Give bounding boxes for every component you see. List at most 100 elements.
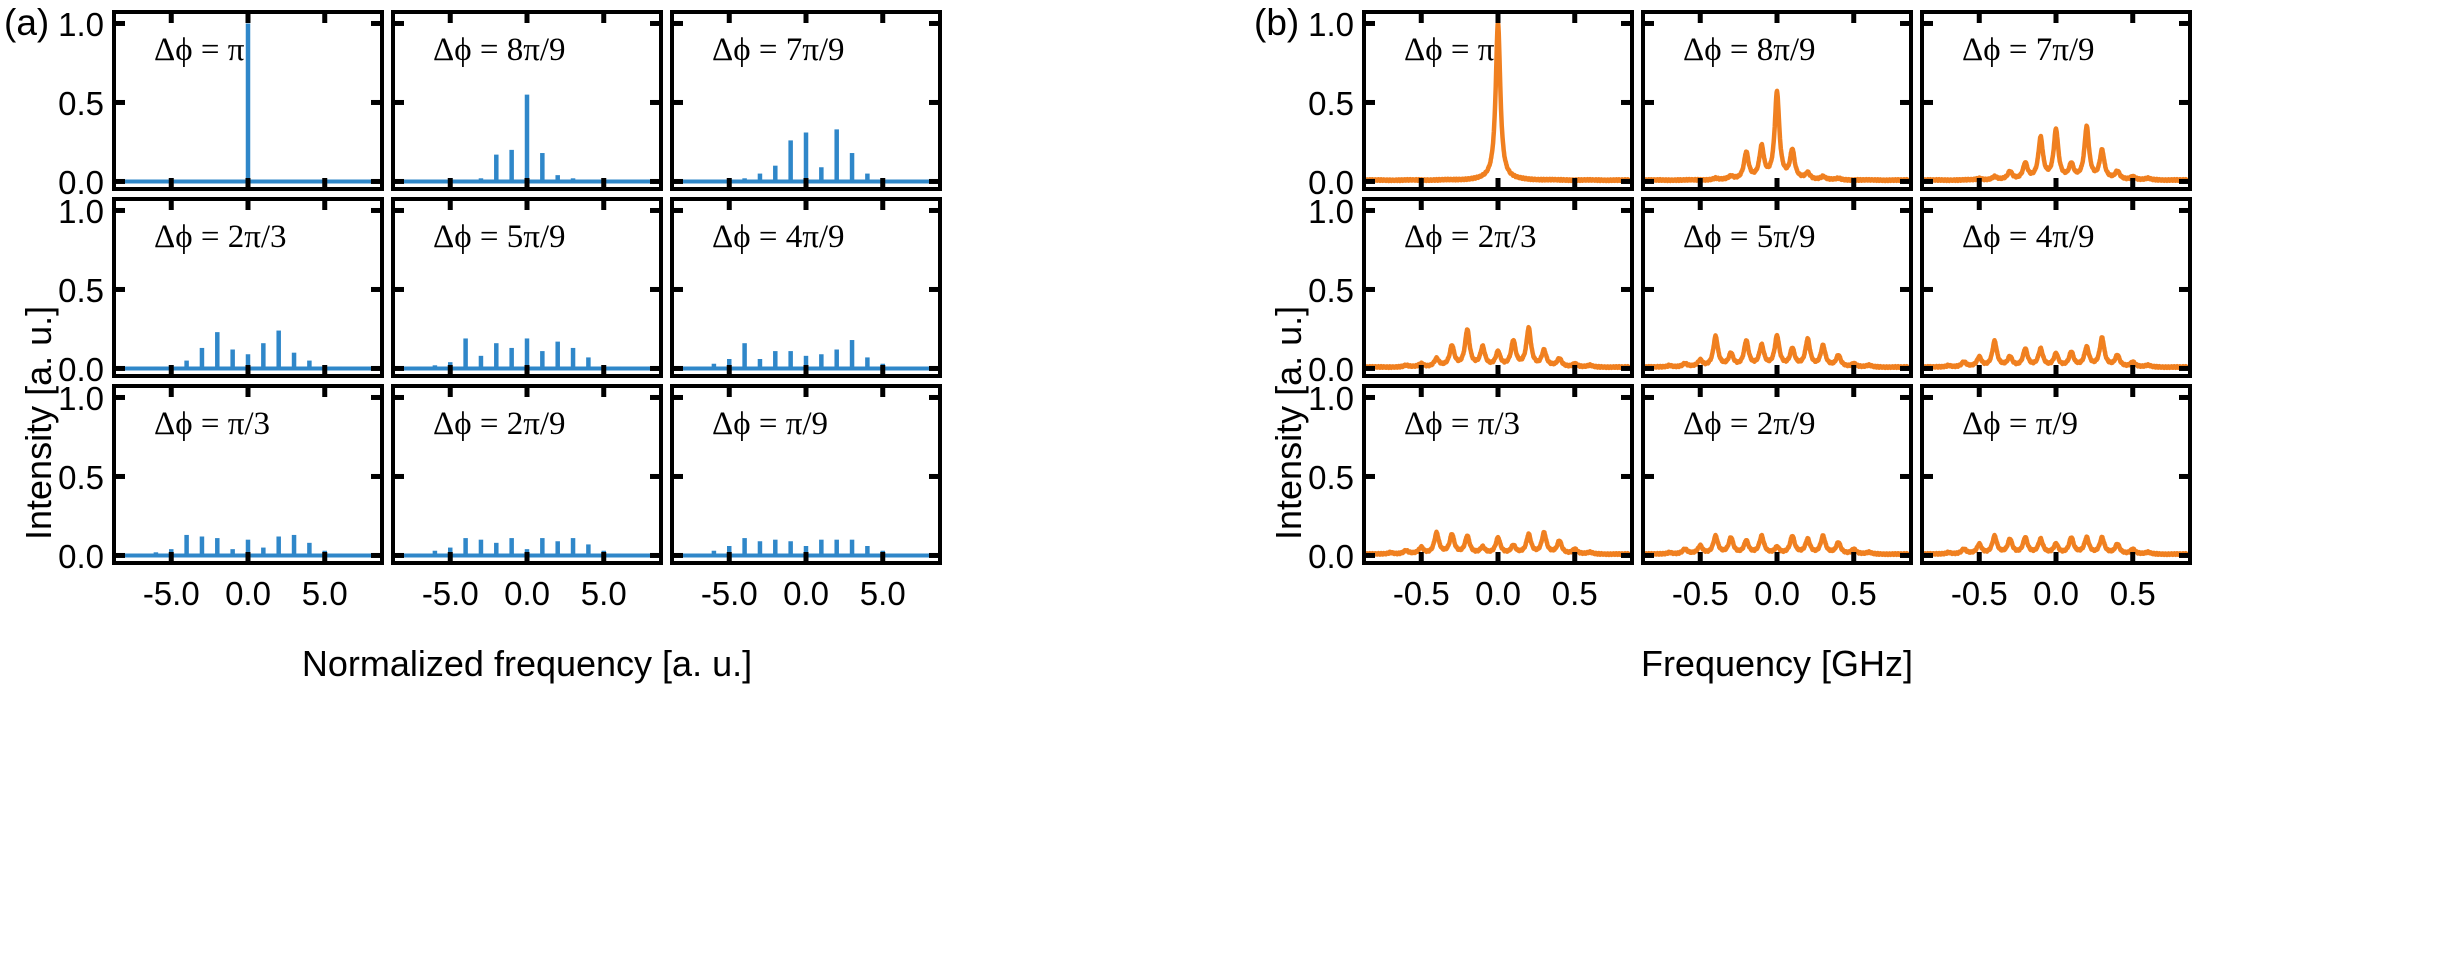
plot-canvas [116, 14, 380, 187]
phase-label: Δϕ = π/9 [1962, 406, 2079, 442]
subplot-b-r1c2 [1920, 197, 2192, 378]
x-tick-label: 0.0 [225, 575, 271, 612]
plot-canvas [1645, 14, 1909, 187]
phase-label: Δϕ = 5π/9 [1683, 219, 1816, 255]
plot-area [1366, 201, 1630, 374]
subplot-b-r0c0 [1362, 10, 1634, 191]
x-tick-label: 5.0 [580, 575, 627, 612]
plot-canvas [1366, 201, 1630, 374]
phase-label: Δϕ = 4π/9 [1962, 219, 2095, 255]
y-tick-label: 1.0 [58, 193, 104, 231]
subplot-a-r1c2 [670, 197, 942, 378]
plot-area [116, 388, 380, 561]
subplot-a-r2c2 [670, 384, 942, 565]
subplot-a-r1c1 [391, 197, 663, 378]
y-tick-label: 0.5 [1308, 85, 1354, 123]
plot-canvas [116, 388, 380, 561]
x-axis-label-panel-b: Frequency [GHz] [1640, 643, 1914, 684]
subplot-b-r1c0 [1362, 197, 1634, 378]
phase-label: Δϕ = 2π/3 [154, 219, 287, 255]
phase-label: Δϕ = π/9 [712, 406, 829, 442]
y-tick-label: 1.0 [58, 6, 104, 44]
plot-area [1366, 14, 1630, 187]
plot-area [395, 201, 659, 374]
y-tick-label: 1.0 [1308, 380, 1354, 418]
phase-label: Δϕ = π [154, 32, 245, 68]
subplot-a-r1c0 [112, 197, 384, 378]
plot-canvas [1924, 201, 2188, 374]
x-tick-label: 0.0 [783, 575, 829, 612]
plot-canvas [1366, 388, 1630, 561]
subplot-b-r0c1 [1641, 10, 1913, 191]
plot-area [1924, 14, 2188, 187]
plot-canvas [1366, 14, 1630, 187]
y-tick-label: 0.0 [1308, 164, 1354, 202]
y-tick-label: 0.5 [1308, 459, 1354, 497]
phase-label: Δϕ = 7π/9 [712, 32, 845, 68]
plot-canvas [1645, 388, 1909, 561]
x-tick-label: -0.5 [1392, 575, 1450, 612]
plot-canvas [674, 201, 938, 374]
phase-label: Δϕ = 4π/9 [712, 219, 845, 255]
x-tick-label: 0.0 [1754, 575, 1800, 612]
panel-letter-a: (a) [4, 2, 50, 43]
y-tick-label: 1.0 [1308, 6, 1354, 44]
y-tick-label: 0.0 [1308, 538, 1354, 576]
phase-label: Δϕ = π/3 [1404, 406, 1521, 442]
plot-canvas [1924, 14, 2188, 187]
plot-canvas [116, 201, 380, 374]
plot-area [674, 14, 938, 187]
subplot-a-r2c1 [391, 384, 663, 565]
subplot-a-r0c1 [391, 10, 663, 191]
x-tick-label: 0.5 [1830, 575, 1877, 612]
phase-label: Δϕ = 2π/9 [433, 406, 566, 442]
y-tick-label: 0.5 [58, 272, 104, 310]
x-tick-label: 0.5 [2109, 575, 2156, 612]
plot-area [1924, 388, 2188, 561]
plot-canvas [674, 388, 938, 561]
plot-canvas [395, 14, 659, 187]
plot-canvas [674, 14, 938, 187]
plot-area [395, 388, 659, 561]
subplot-b-r2c1 [1641, 384, 1913, 565]
phase-label: Δϕ = 8π/9 [1683, 32, 1816, 68]
x-tick-label: -5.0 [700, 575, 758, 612]
plot-area [1924, 201, 2188, 374]
subplot-a-r0c0 [112, 10, 384, 191]
x-axis-label-panel-a: Normalized frequency [a. u.] [301, 643, 753, 684]
plot-area [395, 14, 659, 187]
x-tick-label: 0.5 [1551, 575, 1598, 612]
plot-area [1645, 388, 1909, 561]
subplot-b-r2c2 [1920, 384, 2192, 565]
y-tick-label: 1.0 [1308, 193, 1354, 231]
plot-area [1366, 388, 1630, 561]
subplot-b-r0c2 [1920, 10, 2192, 191]
plot-canvas [1924, 388, 2188, 561]
y-axis-label-panel-a: Intensity [a. u.] [18, 305, 59, 540]
plot-canvas [395, 201, 659, 374]
plot-area [1645, 14, 1909, 187]
x-tick-label: 5.0 [301, 575, 348, 612]
x-tick-label: 0.0 [2033, 575, 2079, 612]
plot-canvas [395, 388, 659, 561]
phase-label: Δϕ = π/3 [154, 406, 271, 442]
plot-area [674, 388, 938, 561]
subplot-a-r0c2 [670, 10, 942, 191]
x-tick-label: 5.0 [859, 575, 906, 612]
x-tick-label: -5.0 [142, 575, 200, 612]
subplot-a-r2c0 [112, 384, 384, 565]
phase-label: Δϕ = π [1404, 32, 1495, 68]
phase-label: Δϕ = 8π/9 [433, 32, 566, 68]
panel-letter-b: (b) [1254, 2, 1300, 43]
plot-canvas [1645, 201, 1909, 374]
x-tick-label: 0.0 [504, 575, 550, 612]
y-tick-label: 1.0 [58, 380, 104, 418]
subplot-b-r2c0 [1362, 384, 1634, 565]
phase-label: Δϕ = 7π/9 [1962, 32, 2095, 68]
y-tick-label: 0.0 [58, 164, 104, 202]
y-tick-label: 0.0 [58, 538, 104, 576]
phase-label: Δϕ = 5π/9 [433, 219, 566, 255]
y-tick-label: 0.5 [58, 459, 104, 497]
y-tick-label: 0.5 [1308, 272, 1354, 310]
